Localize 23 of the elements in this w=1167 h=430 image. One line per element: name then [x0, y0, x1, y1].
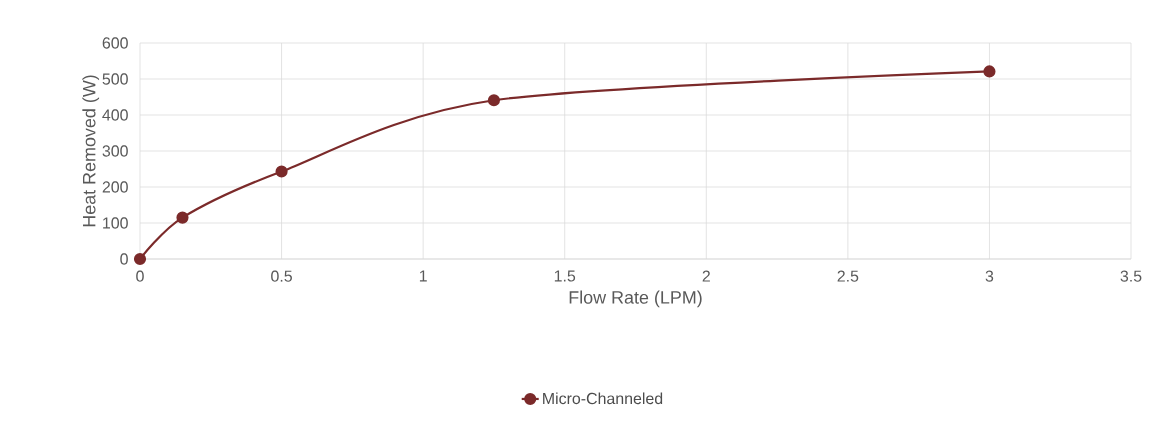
y-tick-label: 200: [102, 181, 128, 193]
y-axis-title: Heat Removed (W): [82, 75, 100, 227]
x-tick-label: 0.5: [271, 270, 292, 282]
y-tick-label: 100: [103, 217, 128, 229]
x-tick-label: 1.5: [554, 270, 576, 282]
legend-label: Micro-Channeled: [543, 392, 663, 405]
x-axis-title: Flow Rate (LPM): [569, 290, 702, 308]
y-tick-label: 500: [102, 73, 128, 85]
point: [133, 252, 147, 266]
point: [176, 211, 189, 224]
point: [983, 65, 996, 78]
point: [275, 165, 288, 178]
y-tick-label: 300: [102, 145, 128, 157]
y-tick-label: 400: [102, 109, 128, 121]
y-tick-label: 0: [120, 253, 128, 265]
x-tick-label: 0: [136, 270, 144, 282]
x-tick-label: 1: [419, 270, 427, 282]
x-tick-label: 2.5: [837, 270, 859, 282]
x-tick-label: 2: [702, 270, 710, 282]
point: [487, 94, 501, 107]
y-tick-label: 600: [102, 37, 128, 49]
x-tick-label: 3.5: [1120, 270, 1142, 282]
x-tick-label: 3: [985, 270, 994, 282]
